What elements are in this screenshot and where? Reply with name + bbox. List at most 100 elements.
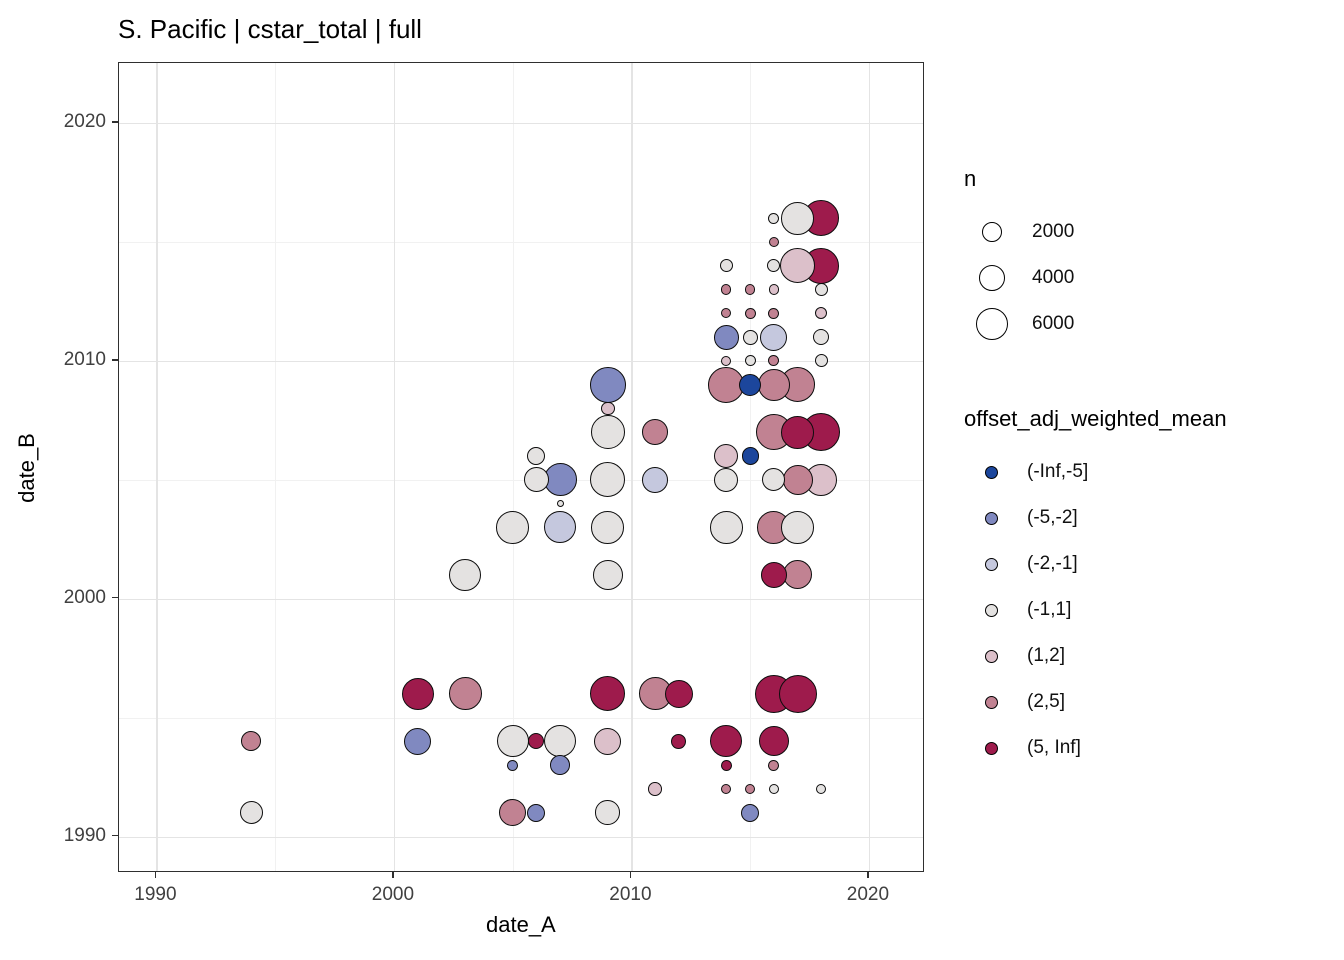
data-point xyxy=(642,466,669,493)
gridline-minor-h xyxy=(119,717,923,719)
data-point xyxy=(719,259,733,273)
data-point xyxy=(499,799,527,827)
data-point xyxy=(544,511,577,544)
data-point xyxy=(768,307,780,319)
color-legend-label: (-1,1] xyxy=(1027,599,1072,620)
data-point xyxy=(780,248,816,284)
data-point xyxy=(781,510,815,544)
data-point xyxy=(591,510,625,544)
gridline-minor-v xyxy=(512,63,514,871)
data-point xyxy=(550,755,571,776)
data-point xyxy=(448,677,482,711)
data-point xyxy=(768,236,779,248)
size-legend-label: 2000 xyxy=(1032,221,1075,242)
color-legend-swatch xyxy=(984,741,998,755)
data-point xyxy=(758,726,789,757)
data-point xyxy=(449,558,482,591)
y-tick-label: 2000 xyxy=(63,586,106,608)
data-point xyxy=(543,463,577,497)
data-point xyxy=(721,355,732,366)
data-point xyxy=(814,354,828,368)
data-point xyxy=(721,783,732,794)
gridline-minor-v xyxy=(750,63,752,871)
size-legend-circle xyxy=(975,307,1009,341)
gridline-major-v xyxy=(156,63,158,871)
data-point xyxy=(589,366,626,403)
color-legend-title: offset_adj_weighted_mean xyxy=(964,406,1227,431)
data-point xyxy=(648,782,662,796)
data-point xyxy=(768,284,779,295)
x-tick-label: 2010 xyxy=(609,884,652,905)
data-point xyxy=(741,447,759,465)
data-point xyxy=(556,499,564,508)
data-point xyxy=(721,284,732,295)
x-tick xyxy=(154,872,157,878)
data-point xyxy=(760,561,787,588)
data-point xyxy=(768,355,780,367)
x-axis-title: date_A xyxy=(486,912,556,937)
y-tick xyxy=(112,834,118,837)
data-point xyxy=(742,329,758,345)
size-legend-circle xyxy=(978,264,1006,292)
data-point xyxy=(241,731,262,752)
data-point xyxy=(592,559,623,590)
data-point xyxy=(714,444,739,468)
x-tick xyxy=(629,872,632,878)
data-point xyxy=(721,308,732,319)
data-point xyxy=(760,323,788,351)
data-point xyxy=(544,725,577,758)
data-point xyxy=(745,783,756,794)
y-tick xyxy=(112,596,118,599)
data-point xyxy=(528,733,545,750)
data-point xyxy=(523,467,549,493)
y-tick-label: 2010 xyxy=(63,348,106,370)
data-point xyxy=(507,759,519,771)
data-point xyxy=(496,725,529,758)
color-legend-label: (-Inf,-5] xyxy=(1027,461,1089,482)
data-point xyxy=(768,783,779,794)
data-point xyxy=(815,307,828,320)
data-point xyxy=(757,368,790,401)
data-point xyxy=(744,355,756,367)
gridline-major-h xyxy=(119,123,923,125)
data-point xyxy=(527,803,546,822)
data-point xyxy=(768,212,780,224)
data-point xyxy=(739,373,762,396)
color-legend-swatch xyxy=(984,511,998,525)
gridline-minor-h xyxy=(119,479,923,481)
data-point xyxy=(600,401,615,416)
x-tick xyxy=(392,872,394,878)
data-point xyxy=(744,307,756,319)
x-tick xyxy=(867,872,869,878)
data-point xyxy=(496,510,530,544)
gridline-major-h xyxy=(119,598,923,601)
color-legend-label: (2,5] xyxy=(1027,691,1066,712)
data-point xyxy=(781,415,815,449)
data-point xyxy=(590,676,626,712)
data-point xyxy=(767,259,781,273)
data-point xyxy=(239,801,263,825)
color-legend-swatch xyxy=(984,557,998,571)
size-legend-label: 6000 xyxy=(1032,313,1075,334)
data-point xyxy=(783,560,813,590)
data-point xyxy=(805,463,838,496)
y-tick-label: 2020 xyxy=(63,111,106,133)
data-point xyxy=(401,677,434,710)
gridline-major-h xyxy=(119,360,923,363)
data-point xyxy=(527,446,546,466)
data-point xyxy=(709,510,743,544)
color-legend-label: (-5,-2] xyxy=(1027,507,1078,528)
data-point xyxy=(671,733,687,749)
data-point xyxy=(814,283,828,297)
color-legend-label: (-2,-1] xyxy=(1027,553,1078,574)
color-legend-swatch xyxy=(984,603,998,617)
data-point xyxy=(782,464,813,495)
x-tick-label: 1990 xyxy=(134,884,177,905)
color-legend-swatch xyxy=(984,695,998,709)
x-tick-label: 2020 xyxy=(846,884,890,905)
color-legend-label: (1,2] xyxy=(1027,645,1066,666)
gridline-major-v xyxy=(868,63,871,871)
data-point xyxy=(714,467,739,492)
gridline-major-v xyxy=(631,63,633,871)
data-point xyxy=(664,679,693,708)
